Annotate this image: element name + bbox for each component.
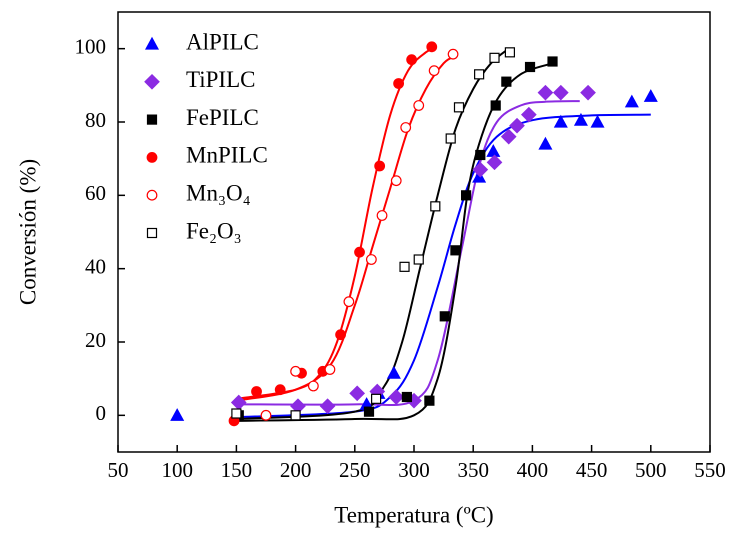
- legend-label: Mn₃O₄: [186, 180, 251, 205]
- x-tick-label: 300: [398, 458, 430, 482]
- data-point: [388, 389, 405, 405]
- x-tick-label: 400: [517, 458, 549, 482]
- legend-label: MnPILC: [186, 143, 268, 168]
- data-point: [428, 65, 440, 77]
- legend-label: AlPILC: [186, 29, 259, 54]
- legend-marker: [146, 227, 158, 239]
- data-point: [335, 329, 346, 341]
- x-tick-label: 150: [221, 458, 253, 482]
- legend-label: Fe₂O₃: [186, 218, 242, 243]
- fit-line: [236, 62, 553, 422]
- data-point: [401, 391, 412, 403]
- data-point: [490, 100, 501, 111]
- data-point: [450, 245, 461, 256]
- data-point: [552, 84, 569, 101]
- x-axis-title: Temperatura (ºC): [334, 502, 493, 527]
- data-point: [472, 169, 487, 183]
- x-tick-label: 550: [694, 458, 726, 482]
- data-point: [453, 102, 465, 113]
- fit-line: [236, 113, 651, 419]
- x-tick-label: 500: [635, 458, 667, 482]
- data-point: [489, 52, 500, 63]
- legend-marker: [146, 151, 158, 163]
- data-point: [504, 47, 516, 58]
- fit-line: [236, 100, 580, 407]
- data-point: [547, 56, 558, 67]
- data-point: [390, 175, 402, 187]
- data-point: [376, 210, 388, 221]
- data-point: [475, 149, 486, 161]
- data-point: [501, 76, 512, 87]
- data-point: [170, 408, 185, 421]
- legend-marker: [146, 114, 158, 125]
- data-point: [643, 89, 658, 102]
- data-point: [430, 201, 441, 212]
- data-point: [445, 133, 456, 144]
- data-point: [553, 114, 568, 128]
- data-point: [274, 384, 286, 396]
- data-point: [447, 48, 459, 60]
- data-point: [371, 393, 382, 404]
- legend-label: TiPILC: [186, 67, 255, 92]
- data-point: [486, 154, 503, 171]
- data-point: [290, 410, 301, 421]
- data-point: [573, 112, 588, 126]
- x-tick-label: 50: [108, 458, 129, 482]
- data-point: [520, 106, 537, 123]
- data-point: [319, 398, 336, 415]
- data-point: [290, 365, 302, 377]
- data-point: [393, 78, 405, 89]
- data-point: [500, 128, 517, 145]
- data-point: [400, 122, 412, 133]
- data-point: [537, 84, 554, 101]
- data-point: [365, 254, 377, 265]
- x-tick-label: 200: [280, 458, 312, 482]
- x-tick-label: 100: [161, 458, 193, 482]
- legend-marker: [146, 189, 158, 201]
- data-point: [474, 69, 485, 80]
- data-point: [413, 254, 424, 265]
- x-tick-label: 350: [457, 458, 489, 482]
- data-point: [413, 100, 425, 111]
- data-point: [349, 385, 366, 402]
- data-point: [307, 380, 319, 392]
- fit-line: [236, 47, 510, 420]
- data-point: [472, 161, 489, 178]
- data-point: [590, 114, 605, 128]
- data-point: [386, 365, 401, 379]
- data-point: [424, 395, 435, 406]
- data-point: [624, 94, 639, 108]
- data-point: [538, 136, 553, 150]
- data-point: [374, 160, 386, 172]
- x-tick-label: 450: [576, 458, 608, 482]
- data-point: [426, 41, 438, 53]
- legend-marker: [144, 73, 160, 90]
- legend-label: FePILC: [186, 105, 259, 130]
- y-axis-title: Conversión (%): [15, 159, 40, 305]
- data-point: [399, 261, 410, 272]
- data-point: [354, 246, 365, 258]
- data-point: [460, 190, 472, 201]
- data-point: [251, 386, 262, 397]
- y-tick-label: 20: [85, 328, 106, 352]
- y-tick-label: 40: [85, 254, 106, 278]
- legend-marker: [144, 36, 160, 50]
- data-point: [324, 364, 336, 375]
- y-tick-label: 60: [85, 181, 106, 205]
- data-point: [363, 406, 375, 417]
- y-tick-label: 100: [75, 34, 107, 58]
- y-tick-label: 0: [96, 401, 107, 425]
- fit-line: [236, 47, 436, 400]
- data-point: [406, 54, 418, 66]
- data-point: [231, 408, 242, 419]
- data-point: [260, 409, 272, 421]
- data-point: [343, 296, 355, 308]
- data-point: [580, 84, 596, 101]
- y-tick-label: 80: [85, 108, 106, 132]
- data-point: [524, 61, 536, 73]
- data-point: [509, 117, 525, 134]
- data-point: [439, 311, 450, 322]
- x-tick-label: 250: [339, 458, 371, 482]
